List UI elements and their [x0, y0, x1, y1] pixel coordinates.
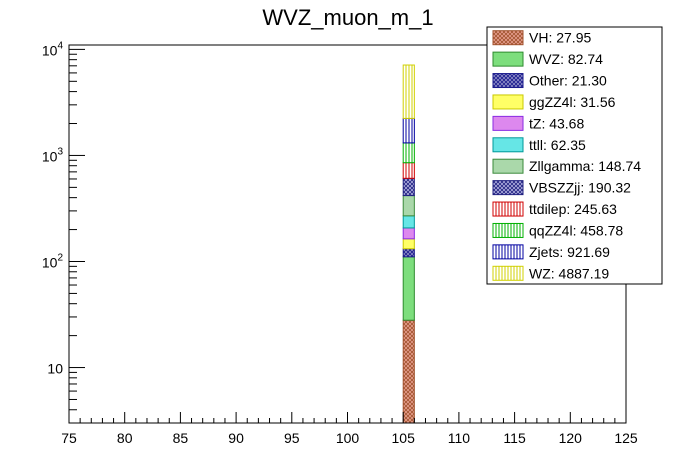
- bar-wvz: [402, 256, 415, 321]
- legend-swatch: [492, 30, 524, 46]
- legend-swatch: [492, 51, 524, 67]
- x-tick-label: 115: [503, 430, 526, 446]
- legend-label: ttdilep: 245.63: [529, 201, 617, 217]
- y-tick-label: 103: [42, 146, 64, 164]
- x-tick-label: 80: [117, 430, 133, 446]
- bar-wz: [402, 64, 415, 119]
- legend-label: WZ: 4887.19: [529, 265, 609, 281]
- y-tick-label: 102: [42, 252, 64, 270]
- legend-swatch: [492, 73, 524, 89]
- bar-other: [402, 248, 415, 258]
- legend-label: tZ: 43.68: [529, 115, 584, 131]
- legend-label: Other: 21.30: [529, 73, 607, 89]
- legend-label: ggZZ4l: 31.56: [529, 94, 616, 110]
- x-axis: 75 80 85 90 95 100 105 110 115 120 125: [61, 412, 638, 446]
- bar-tz: [402, 227, 415, 240]
- y-axis: 10 102 103 104: [42, 40, 85, 424]
- legend: VH: 27.95 WVZ: 82.74 Other: 21.30 ggZZ4l: 3…: [486, 26, 663, 285]
- bar-ttdilep: [402, 162, 415, 179]
- bar-qqzz4l: [402, 142, 415, 164]
- x-tick-label: 90: [228, 430, 244, 446]
- x-tick-label: 95: [284, 430, 300, 446]
- y-tick-label: 10: [47, 361, 63, 377]
- x-tick-label: 85: [173, 430, 189, 446]
- bar-vbszzjj: [402, 177, 415, 197]
- bar-vh: [402, 319, 415, 424]
- legend-label: Zjets: 921.69: [529, 244, 610, 260]
- legend-swatch: [492, 115, 524, 131]
- legend-swatch: [492, 158, 524, 174]
- legend-label: VH: 27.95: [529, 30, 591, 46]
- x-tick-label: 105: [392, 430, 416, 446]
- legend-label: Zllgamma: 148.74: [529, 158, 641, 174]
- stack-bars: [402, 64, 415, 424]
- x-tick-label: 75: [61, 430, 77, 446]
- bar-ttll: [402, 215, 415, 229]
- legend-box: [486, 26, 663, 285]
- legend-swatch: [492, 137, 524, 153]
- legend-swatch: [492, 94, 524, 110]
- bar-zjets: [402, 117, 415, 144]
- x-tick-label: 125: [614, 430, 638, 446]
- legend-swatch: [492, 244, 524, 260]
- x-tick-label: 110: [448, 430, 471, 446]
- x-tick-label: 120: [559, 430, 583, 446]
- y-tick-label: 104: [42, 40, 64, 58]
- legend-label: WVZ: 82.74: [529, 51, 603, 67]
- legend-label: qqZZ4l: 458.78: [529, 222, 623, 238]
- legend-swatch: [492, 265, 524, 281]
- legend-label: ttll: 62.35: [529, 137, 586, 153]
- legend-swatch: [492, 180, 524, 196]
- bar-ggzz4l: [402, 238, 415, 250]
- chart-title: WVZ_muon_m_1: [262, 5, 433, 30]
- legend-label: VBSZZjj: 190.32: [529, 180, 631, 196]
- bar-zllgamma: [402, 195, 415, 217]
- legend-swatch: [492, 222, 524, 238]
- legend-swatch: [492, 201, 524, 217]
- x-tick-label: 100: [336, 430, 360, 446]
